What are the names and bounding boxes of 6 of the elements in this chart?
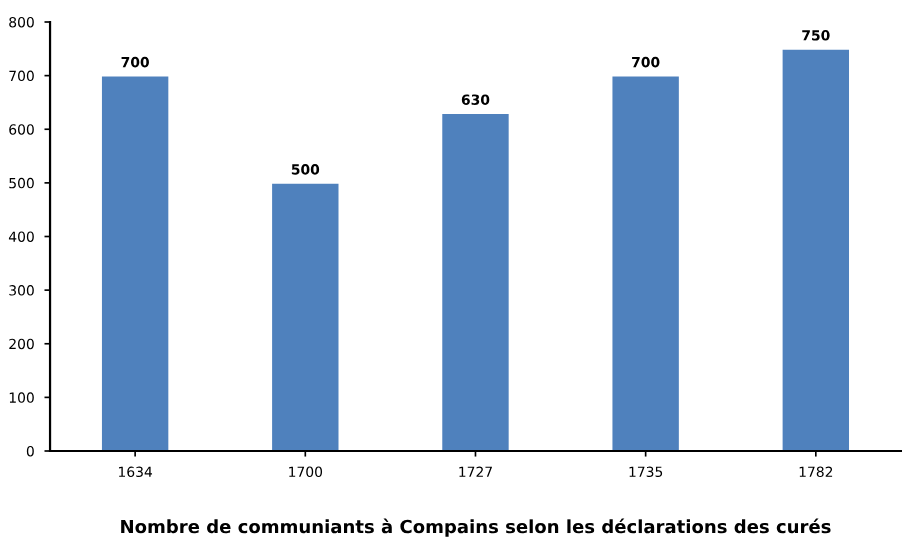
bar [270, 182, 341, 451]
bar [610, 74, 681, 451]
bar [780, 47, 851, 451]
bar [440, 112, 511, 451]
bar [100, 74, 171, 451]
x-axis-title: Nombre de communiants à Compains selon les déclarations des curés [121, 518, 831, 537]
